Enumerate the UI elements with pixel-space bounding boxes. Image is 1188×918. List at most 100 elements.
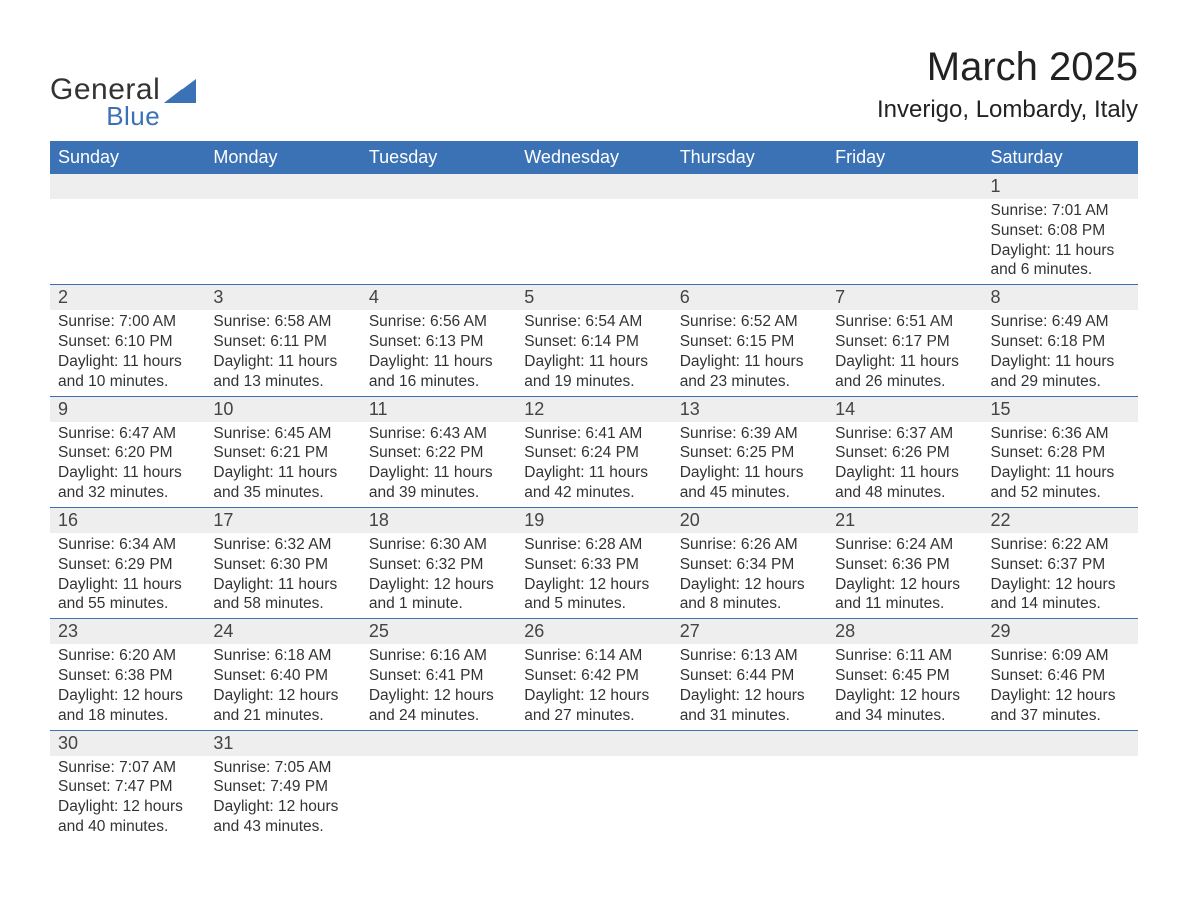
day-number-row: 3031	[50, 730, 1138, 756]
daylight-line1: Daylight: 11 hours	[680, 463, 819, 483]
daylight-line2: and 5 minutes.	[524, 594, 663, 614]
day-data-cell: Sunrise: 6:11 AMSunset: 6:45 PMDaylight:…	[827, 644, 982, 730]
day-number-cell: 3	[205, 285, 360, 311]
day-number-cell: 1	[983, 174, 1138, 199]
daylight-line2: and 34 minutes.	[835, 706, 974, 726]
day-number-cell: 4	[361, 285, 516, 311]
day-data-cell: Sunrise: 6:56 AMSunset: 6:13 PMDaylight:…	[361, 310, 516, 396]
daylight-line1: Daylight: 11 hours	[58, 352, 197, 372]
day-number-row: 2345678	[50, 285, 1138, 311]
day-number-row: 9101112131415	[50, 396, 1138, 422]
daylight-line2: and 16 minutes.	[369, 372, 508, 392]
day-data-cell	[516, 199, 671, 285]
day-number-cell: 31	[205, 730, 360, 756]
sunset-text: Sunset: 6:36 PM	[835, 555, 974, 575]
day-data-cell: Sunrise: 6:14 AMSunset: 6:42 PMDaylight:…	[516, 644, 671, 730]
sunrise-text: Sunrise: 6:45 AM	[213, 424, 352, 444]
daylight-line1: Daylight: 11 hours	[213, 463, 352, 483]
sunset-text: Sunset: 6:21 PM	[213, 443, 352, 463]
day-number-cell	[205, 174, 360, 199]
day-data-row: Sunrise: 7:00 AMSunset: 6:10 PMDaylight:…	[50, 310, 1138, 396]
daylight-line1: Daylight: 12 hours	[369, 686, 508, 706]
daylight-line1: Daylight: 12 hours	[835, 686, 974, 706]
daylight-line2: and 39 minutes.	[369, 483, 508, 503]
sunrise-text: Sunrise: 6:49 AM	[991, 312, 1130, 332]
day-number-cell: 7	[827, 285, 982, 311]
day-number-cell: 2	[50, 285, 205, 311]
daylight-line2: and 24 minutes.	[369, 706, 508, 726]
daylight-line1: Daylight: 11 hours	[835, 463, 974, 483]
day-data-cell: Sunrise: 6:22 AMSunset: 6:37 PMDaylight:…	[983, 533, 1138, 619]
sunrise-text: Sunrise: 6:51 AM	[835, 312, 974, 332]
sunset-text: Sunset: 7:49 PM	[213, 777, 352, 797]
daylight-line2: and 52 minutes.	[991, 483, 1130, 503]
daylight-line2: and 58 minutes.	[213, 594, 352, 614]
daylight-line1: Daylight: 11 hours	[991, 241, 1130, 261]
sunset-text: Sunset: 6:24 PM	[524, 443, 663, 463]
day-number-cell	[983, 730, 1138, 756]
weekday-header-row: Sunday Monday Tuesday Wednesday Thursday…	[50, 141, 1138, 174]
daylight-line1: Daylight: 11 hours	[524, 352, 663, 372]
day-number-cell: 25	[361, 619, 516, 645]
day-data-cell	[983, 756, 1138, 841]
daylight-line1: Daylight: 11 hours	[369, 463, 508, 483]
day-data-cell	[827, 756, 982, 841]
sunset-text: Sunset: 6:10 PM	[58, 332, 197, 352]
daylight-line2: and 35 minutes.	[213, 483, 352, 503]
daylight-line1: Daylight: 11 hours	[524, 463, 663, 483]
daylight-line1: Daylight: 12 hours	[991, 575, 1130, 595]
day-number-row: 1	[50, 174, 1138, 199]
daylight-line2: and 40 minutes.	[58, 817, 197, 837]
day-data-cell: Sunrise: 6:39 AMSunset: 6:25 PMDaylight:…	[672, 422, 827, 508]
day-number-cell	[361, 730, 516, 756]
daylight-line1: Daylight: 12 hours	[213, 797, 352, 817]
sunrise-text: Sunrise: 6:58 AM	[213, 312, 352, 332]
day-data-cell: Sunrise: 6:52 AMSunset: 6:15 PMDaylight:…	[672, 310, 827, 396]
day-number-cell: 18	[361, 507, 516, 533]
day-data-cell: Sunrise: 6:18 AMSunset: 6:40 PMDaylight:…	[205, 644, 360, 730]
daylight-line2: and 13 minutes.	[213, 372, 352, 392]
day-data-cell: Sunrise: 6:34 AMSunset: 6:29 PMDaylight:…	[50, 533, 205, 619]
day-data-cell	[205, 199, 360, 285]
sunrise-text: Sunrise: 7:07 AM	[58, 758, 197, 778]
location-title: Inverigo, Lombardy, Italy	[877, 96, 1138, 124]
daylight-line1: Daylight: 11 hours	[991, 463, 1130, 483]
sunrise-text: Sunrise: 6:41 AM	[524, 424, 663, 444]
sunrise-text: Sunrise: 6:54 AM	[524, 312, 663, 332]
sunrise-text: Sunrise: 6:32 AM	[213, 535, 352, 555]
daylight-line2: and 14 minutes.	[991, 594, 1130, 614]
logo: General Blue	[50, 45, 196, 129]
daylight-line2: and 32 minutes.	[58, 483, 197, 503]
sunrise-text: Sunrise: 6:26 AM	[680, 535, 819, 555]
weekday-header: Sunday	[50, 141, 205, 174]
logo-text-2: Blue	[106, 103, 160, 129]
day-number-cell	[827, 174, 982, 199]
daylight-line2: and 21 minutes.	[213, 706, 352, 726]
day-data-cell: Sunrise: 7:07 AMSunset: 7:47 PMDaylight:…	[50, 756, 205, 841]
day-number-cell: 15	[983, 396, 1138, 422]
sunset-text: Sunset: 6:22 PM	[369, 443, 508, 463]
daylight-line2: and 27 minutes.	[524, 706, 663, 726]
weekday-header: Wednesday	[516, 141, 671, 174]
sunrise-text: Sunrise: 6:22 AM	[991, 535, 1130, 555]
day-number-cell: 14	[827, 396, 982, 422]
weekday-header: Saturday	[983, 141, 1138, 174]
day-data-cell	[50, 199, 205, 285]
daylight-line1: Daylight: 12 hours	[680, 686, 819, 706]
sunrise-text: Sunrise: 6:43 AM	[369, 424, 508, 444]
day-number-cell: 10	[205, 396, 360, 422]
day-number-cell: 27	[672, 619, 827, 645]
daylight-line1: Daylight: 11 hours	[58, 463, 197, 483]
sunrise-text: Sunrise: 6:52 AM	[680, 312, 819, 332]
day-data-cell: Sunrise: 6:13 AMSunset: 6:44 PMDaylight:…	[672, 644, 827, 730]
day-data-row: Sunrise: 6:47 AMSunset: 6:20 PMDaylight:…	[50, 422, 1138, 508]
daylight-line1: Daylight: 11 hours	[213, 575, 352, 595]
day-data-cell	[827, 199, 982, 285]
daylight-line2: and 23 minutes.	[680, 372, 819, 392]
day-number-cell: 30	[50, 730, 205, 756]
day-data-row: Sunrise: 6:20 AMSunset: 6:38 PMDaylight:…	[50, 644, 1138, 730]
day-number-cell	[827, 730, 982, 756]
daylight-line2: and 43 minutes.	[213, 817, 352, 837]
day-number-cell: 26	[516, 619, 671, 645]
day-data-cell: Sunrise: 6:32 AMSunset: 6:30 PMDaylight:…	[205, 533, 360, 619]
